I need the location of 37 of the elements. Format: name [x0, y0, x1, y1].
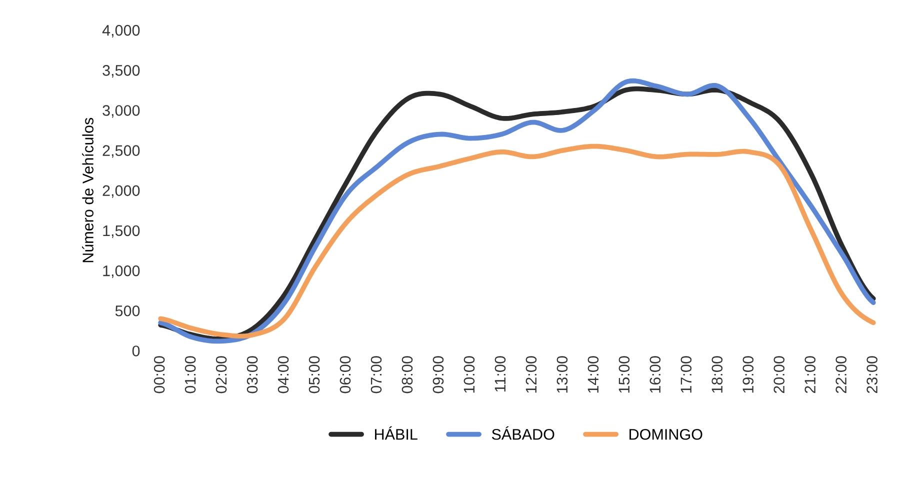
y-tick-label: 3,000 [102, 105, 140, 118]
x-tick-label: 08:00 [402, 356, 413, 394]
x-tick-label: 20:00 [774, 356, 784, 394]
x-tick-label: 18:00 [712, 356, 723, 393]
x-tick-label: 19:00 [742, 356, 754, 393]
y-tick-label: 3,500 [102, 65, 140, 78]
y-tick-label: 4,000 [102, 24, 140, 38]
x-tick-label: 11:00 [494, 356, 506, 392]
x-tick-label: 15:00 [618, 356, 630, 393]
x-tick-label: 10:00 [464, 356, 475, 393]
y-tick-label: 1,500 [103, 225, 140, 238]
y-tick-label: 0 [132, 346, 140, 356]
x-tick-label: 17:00 [680, 356, 692, 393]
x-tick-label: 07:00 [370, 356, 382, 394]
y-axis-title: Número de Vehículos [82, 118, 94, 262]
x-tick-label: 14:00 [588, 356, 599, 393]
x-tick-label: 23:00 [866, 356, 878, 394]
x-tick-label: 21:00 [804, 356, 816, 394]
x-tick-label: 06:00 [340, 356, 351, 394]
legend-label: DOMINGO [630, 428, 702, 440]
x-tick-label: 01:00 [184, 356, 196, 394]
y-tick-label: 2,000 [102, 185, 140, 198]
x-tick-label: 00:00 [154, 356, 165, 394]
x-tick-label: 12:00 [526, 356, 537, 393]
x-tick-label: 13:00 [556, 356, 568, 393]
x-tick-label: 05:00 [308, 356, 320, 394]
y-tick-label: 500 [115, 305, 140, 316]
x-tick-label: 09:00 [432, 356, 444, 394]
x-tick-label: 22:00 [836, 356, 846, 394]
legend-label: HÁBIL [375, 426, 418, 440]
y-tick-label: 2,500 [102, 145, 140, 158]
y-tick-label: 1,000 [103, 265, 140, 278]
x-tick-label: 03:00 [246, 356, 258, 394]
x-tick-label: 16:00 [650, 356, 661, 393]
legend-label: SÁBADO [492, 426, 554, 440]
x-tick-label: 02:00 [216, 356, 227, 394]
x-tick-label: 04:00 [278, 356, 289, 394]
